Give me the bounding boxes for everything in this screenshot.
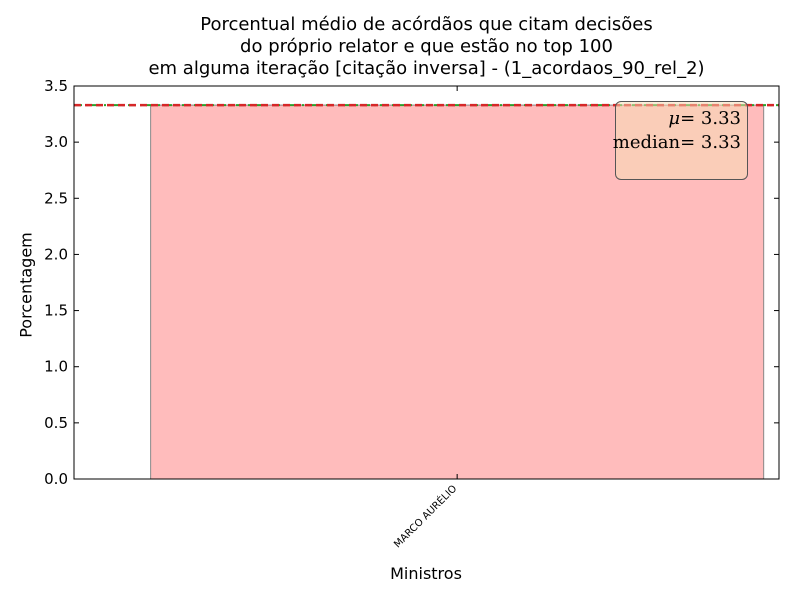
y-tick-label: 0.5: [44, 414, 68, 432]
y-tick-label: 3.5: [44, 77, 68, 95]
stats-box: μ= 3.33 median= 3.33: [613, 101, 748, 180]
axes-frame: [73, 85, 780, 480]
mean-stat: μ= 3.33: [668, 108, 741, 129]
x-tick-label: MARCO AURÉLIO: [391, 482, 460, 551]
chart-title-line-2: do próprio relator e que estão no top 10…: [240, 36, 613, 57]
x-axis-label: Ministros: [390, 564, 462, 583]
y-axis-label: Porcentagem: [16, 232, 36, 338]
chart-title: Porcentual médio de acórdãos que citam d…: [74, 14, 779, 80]
y-tick-label: 2.0: [44, 245, 68, 263]
mean-value: = 3.33: [680, 108, 741, 129]
y-tick-label: 2.5: [44, 189, 68, 207]
y-tick-label: 3.0: [44, 133, 68, 151]
median-label: median: [612, 132, 681, 153]
y-tick-label: 1.5: [44, 302, 68, 320]
median-stat: median= 3.33: [613, 132, 741, 153]
chart-title-line-1: Porcentual médio de acórdãos que citam d…: [200, 14, 653, 35]
y-tick-label: 0.0: [44, 470, 68, 488]
mean-symbol: μ: [668, 108, 681, 129]
chart-title-line-3: em alguma iteração [citação inversa] - (…: [148, 58, 705, 79]
median-value: = 3.33: [680, 132, 741, 153]
y-tick-label: 1.0: [44, 358, 68, 376]
